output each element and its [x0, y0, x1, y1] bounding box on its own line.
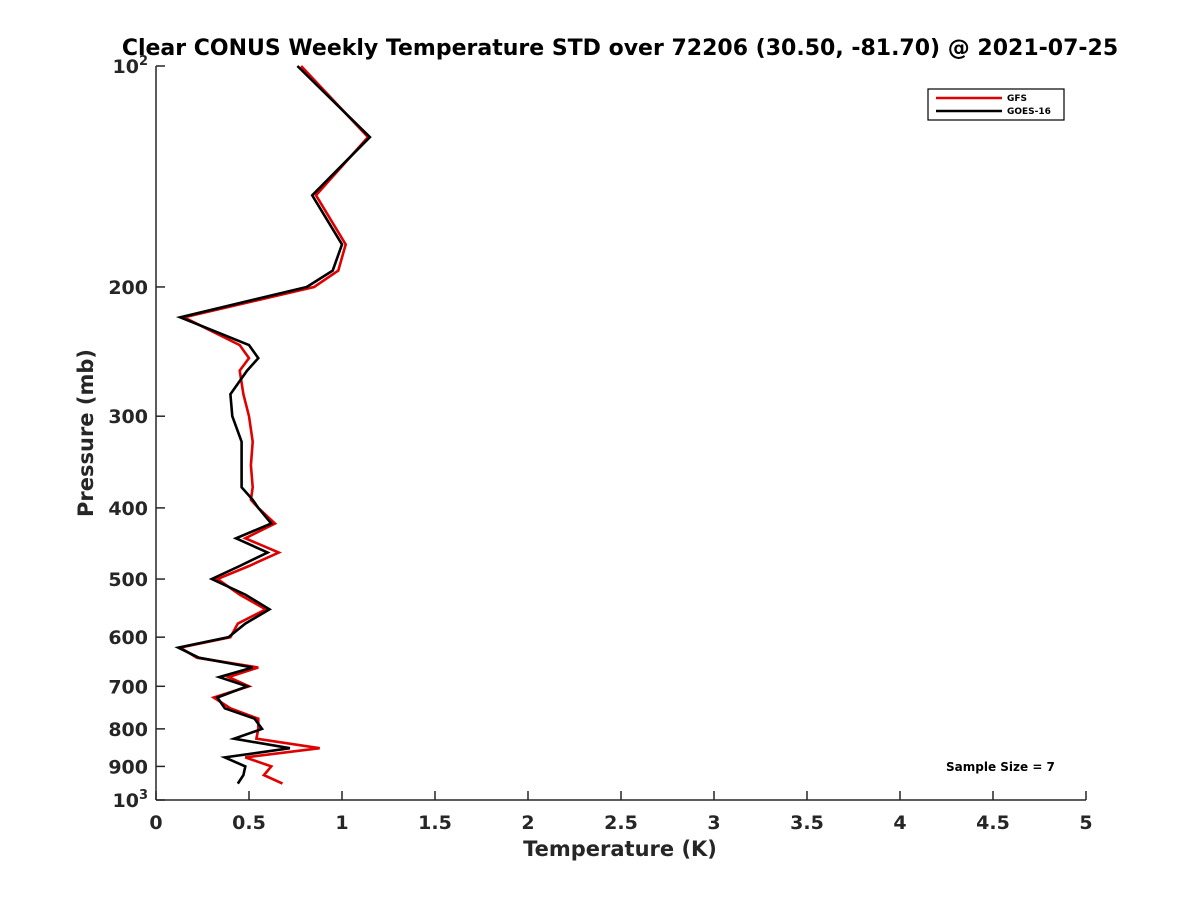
legend: GFS GOES-16	[927, 88, 1065, 121]
y-tick-label: 103	[113, 788, 149, 812]
y-tick-label: 400	[108, 498, 148, 520]
y-tick-label: 102	[113, 54, 149, 78]
y-tick-label: 900	[108, 756, 148, 778]
series-layer	[174, 65, 372, 785]
y-tick-label: 200	[108, 277, 148, 299]
legend-label-gfs: GFS	[1007, 94, 1027, 104]
x-tick-label: 4	[893, 812, 906, 834]
y-tick-label: 600	[108, 627, 148, 649]
legend-label-goes16: GOES-16	[1007, 107, 1051, 117]
x-tick-label: 0.5	[232, 812, 266, 834]
y-axis-label: Pressure (mb)	[74, 349, 98, 517]
x-ticks: 0 0.5 1 1.5 2 2.5 3 3.5 4 4.5 5	[149, 791, 1093, 834]
x-tick-label: 3.5	[790, 812, 824, 834]
y-ticks: 102 200 300 400 500 600 700 800 900 103	[108, 54, 165, 812]
y-tick-label: 700	[108, 676, 148, 698]
series-line-goes16	[174, 65, 372, 785]
y-tick-label: 300	[108, 406, 148, 428]
y-tick-label: 500	[108, 569, 148, 591]
plot-area: 0 0.5 1 1.5 2 2.5 3 3.5 4 4.5 5 102 200 300 400 500 600…	[108, 54, 1092, 834]
x-tick-label: 5	[1079, 812, 1092, 834]
x-tick-label: 2.5	[604, 812, 638, 834]
x-tick-label: 0	[149, 812, 162, 834]
x-axis-label: Temperature (K)	[523, 837, 717, 861]
chart-title: Clear CONUS Weekly Temperature STD over …	[122, 36, 1118, 61]
x-tick-label: 1	[335, 812, 348, 834]
x-tick-label: 2	[521, 812, 534, 834]
x-tick-label: 4.5	[976, 812, 1010, 834]
legend-box	[927, 88, 1065, 121]
sample-size-annotation: Sample Size = 7	[946, 760, 1055, 774]
x-tick-label: 1.5	[418, 812, 452, 834]
y-tick-label: 800	[108, 719, 148, 741]
x-tick-label: 3	[707, 812, 720, 834]
